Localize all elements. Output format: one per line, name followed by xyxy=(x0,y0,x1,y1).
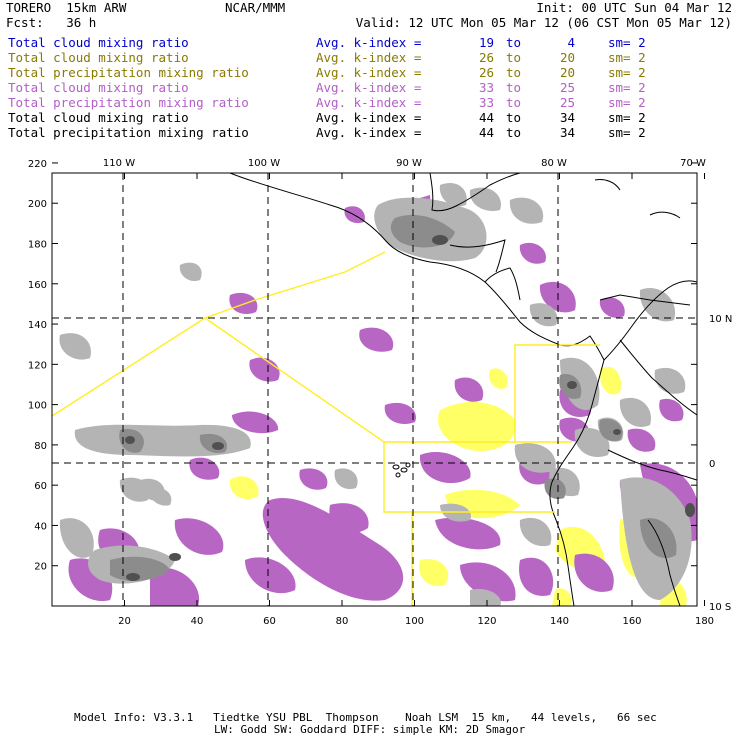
plot-area xyxy=(52,173,697,606)
legend-sm: sm= 2 xyxy=(608,125,646,140)
precip-fields xyxy=(59,182,697,606)
x-tick-label: 160 xyxy=(622,616,641,627)
legend-from: 26 xyxy=(478,65,494,80)
legend-from: 26 xyxy=(478,50,494,65)
longitude-label: 100 W xyxy=(248,158,280,169)
y-tick-label: 120 xyxy=(28,360,47,371)
model-info-line-1: Model Info: V3.3.1 Tiedtke YSU PBL Thomp… xyxy=(74,711,657,724)
legend-avg: Avg. k-index = xyxy=(316,95,422,110)
legend-from: 19 xyxy=(478,35,494,50)
legend-row: Total precipitation mixing ratio Avg. k-i… xyxy=(8,66,738,81)
legend-to: to xyxy=(506,50,522,65)
domain-boundaries xyxy=(51,251,600,606)
legend-sm: sm= 2 xyxy=(608,50,646,65)
y-tick-label: 180 xyxy=(28,240,47,251)
legend-avg: Avg. k-index = xyxy=(316,110,422,125)
legend-avg: Avg. k-index = xyxy=(316,65,422,80)
x-tick-label: 120 xyxy=(477,616,496,627)
init-time: Init: 00 UTC Sun 04 Mar 12 xyxy=(536,0,732,15)
legend-sm: sm= 2 xyxy=(608,110,646,125)
x-tick-label: 100 xyxy=(405,616,424,627)
model-info-line-2: LW: Godd SW: Goddard DIFF: simple KM: 2D… xyxy=(214,723,526,736)
longitude-label: 70 W xyxy=(680,158,706,169)
legend-avg: Avg. k-index = xyxy=(316,80,422,95)
y-tick-label: 20 xyxy=(34,562,47,573)
y-tick-label: 80 xyxy=(34,441,47,452)
map-plot: 2040608010012014016018020022024026028030… xyxy=(28,158,732,627)
legend-to: to xyxy=(506,110,522,125)
longitude-label: 110 W xyxy=(103,158,135,169)
legend-from: 44 xyxy=(478,125,494,140)
legend-end: 34 xyxy=(559,125,575,140)
legend-end: 4 xyxy=(567,35,575,50)
forecast-hour: Fcst: 36 h xyxy=(6,15,97,30)
legend-field: Total cloud mixing ratio xyxy=(8,110,189,125)
legend-field: Total cloud mixing ratio xyxy=(8,50,189,65)
x-tick-label: 180 xyxy=(695,616,714,627)
axis-labels: 2040608010012014016018020022024026028030… xyxy=(28,158,732,627)
latitude-label: 0 xyxy=(709,459,715,470)
longitude-label: 80 W xyxy=(541,158,567,169)
legend-sm: sm= 2 xyxy=(608,80,646,95)
y-tick-label: 140 xyxy=(28,320,47,331)
y-tick-label: 100 xyxy=(28,401,47,412)
lat-lon-grid xyxy=(52,173,697,606)
legend-row: Total cloud mixing ratio Avg. k-index = 44… xyxy=(8,111,738,126)
legend-row: Total cloud mixing ratio Avg. k-index = 33… xyxy=(8,81,738,96)
center-name: NCAR/MMM xyxy=(225,0,286,15)
y-tick-label: 60 xyxy=(34,481,47,492)
x-tick-label: 20 xyxy=(118,616,131,627)
legend-to: to xyxy=(506,65,522,80)
field-gray-dark xyxy=(125,235,695,581)
legend-field: Total cloud mixing ratio xyxy=(8,80,189,95)
legend-field: Total precipitation mixing ratio xyxy=(8,65,249,80)
legend-row: Total cloud mixing ratio Avg. k-index = 26… xyxy=(8,51,738,66)
legend-end: 20 xyxy=(559,50,575,65)
legend-from: 33 xyxy=(478,80,494,95)
model-title: TORERO 15km ARW xyxy=(6,0,127,15)
legend-row: Total precipitation mixing ratio Avg. k-i… xyxy=(8,96,738,111)
coastlines xyxy=(229,173,697,606)
legend-to: to xyxy=(506,35,522,50)
legend-field: Total precipitation mixing ratio xyxy=(8,95,249,110)
legend-end: 20 xyxy=(559,65,575,80)
latitude-label: 10 S xyxy=(709,602,731,613)
y-tick-label: 200 xyxy=(28,199,47,210)
legend-avg: Avg. k-index = xyxy=(316,35,422,50)
y-tick-label: 220 xyxy=(28,159,47,170)
x-tick-label: 60 xyxy=(263,616,276,627)
legend-to: to xyxy=(506,125,522,140)
legend-sm: sm= 2 xyxy=(608,35,646,50)
legend-sm: sm= 2 xyxy=(608,65,646,80)
legend-sm: sm= 2 xyxy=(608,95,646,110)
x-tick-label: 40 xyxy=(191,616,204,627)
legend-from: 33 xyxy=(478,95,494,110)
legend-field: Total precipitation mixing ratio xyxy=(8,125,249,140)
latitude-label: 10 N xyxy=(709,314,732,325)
legend-avg: Avg. k-index = xyxy=(316,50,422,65)
legend-to: to xyxy=(506,95,522,110)
x-tick-label: 80 xyxy=(336,616,349,627)
axis-ticks xyxy=(52,162,705,606)
legend-field: Total cloud mixing ratio xyxy=(8,35,189,50)
legend-to: to xyxy=(506,80,522,95)
legend-end: 25 xyxy=(559,80,575,95)
y-tick-label: 160 xyxy=(28,280,47,291)
x-tick-label: 140 xyxy=(550,616,569,627)
legend-end: 34 xyxy=(559,110,575,125)
y-tick-label: 40 xyxy=(34,521,47,532)
longitude-label: 90 W xyxy=(396,158,422,169)
legend-end: 25 xyxy=(559,95,575,110)
plot-frame xyxy=(51,172,698,607)
legend-row: Total cloud mixing ratio Avg. k-index = 19… xyxy=(8,36,738,51)
legend-avg: Avg. k-index = xyxy=(316,125,422,140)
legend-from: 44 xyxy=(478,110,494,125)
valid-time: Valid: 12 UTC Mon 05 Mar 12 (06 CST Mon … xyxy=(355,15,732,30)
legend-row: Total precipitation mixing ratio Avg. k-i… xyxy=(8,126,738,141)
